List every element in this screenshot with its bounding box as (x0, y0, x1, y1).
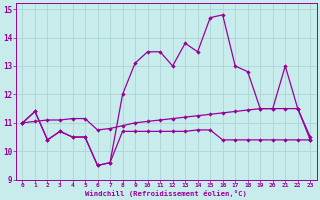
X-axis label: Windchill (Refroidissement éolien,°C): Windchill (Refroidissement éolien,°C) (85, 190, 247, 197)
